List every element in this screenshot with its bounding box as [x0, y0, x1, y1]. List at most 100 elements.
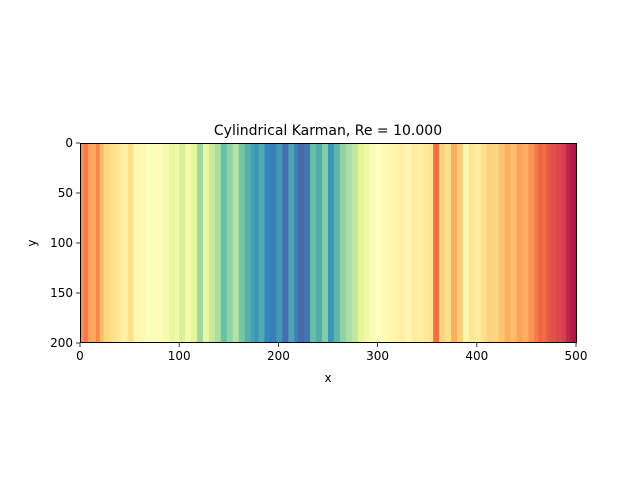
heatmap-column: [333, 143, 341, 343]
heatmap-column: [375, 143, 382, 343]
heatmap-column: [175, 143, 180, 343]
heatmap-column: [439, 143, 446, 343]
heatmap-column: [339, 143, 347, 343]
x-tick-label: 200: [267, 349, 290, 363]
heatmap-column: [95, 143, 101, 343]
heatmap-column: [258, 143, 265, 343]
heatmap-column: [232, 143, 240, 343]
heatmap-column: [179, 143, 186, 343]
x-axis-label: x: [324, 371, 331, 385]
heatmap-column: [492, 143, 500, 343]
heatmap-column: [574, 143, 577, 343]
heatmap-column: [298, 143, 305, 343]
heatmap-column: [133, 143, 140, 343]
heatmap-column: [516, 143, 523, 343]
heatmap-column: [244, 143, 252, 343]
heatmap-column: [109, 143, 117, 343]
heatmap-column: [468, 143, 476, 343]
heatmap-column: [316, 143, 323, 343]
heatmap-column: [542, 143, 547, 343]
heatmap-column: [474, 143, 482, 343]
heatmap-column: [310, 143, 317, 343]
heatmap-column: [264, 143, 271, 343]
heatmap-column: [486, 143, 494, 343]
chart-title: Cylindrical Karman, Re = 10.000: [214, 123, 442, 139]
heatmap-column: [103, 143, 111, 343]
heatmap-column: [550, 143, 557, 343]
heatmap-column: [328, 143, 335, 343]
heatmap-column: [351, 143, 359, 343]
heatmap-column: [369, 143, 377, 343]
heatmap-column: [115, 143, 123, 343]
x-tick-label: 0: [76, 349, 84, 363]
heatmap-column: [381, 143, 388, 343]
heatmap-column: [157, 143, 164, 343]
heatmap-column: [238, 143, 246, 343]
heatmap-column: [226, 143, 234, 343]
heatmap-column: [570, 143, 575, 343]
heatmap-column: [83, 143, 89, 343]
x-tick-label: 500: [565, 349, 588, 363]
x-tick-label: 100: [168, 349, 191, 363]
heatmap-column: [357, 143, 365, 343]
heatmap-column: [562, 143, 567, 343]
heatmap-column: [522, 143, 529, 343]
heatmap-column: [163, 143, 170, 343]
heatmap-column: [510, 143, 517, 343]
heatmap-column: [429, 143, 434, 343]
heatmap-column: [534, 143, 539, 343]
heatmap-column: [220, 143, 228, 343]
heatmap-column: [254, 143, 259, 343]
heatmap-column: [288, 143, 295, 343]
y-tick-label: 50: [58, 186, 73, 200]
heatmap-column: [214, 143, 222, 343]
heatmap-column: [405, 143, 412, 343]
heatmap-column: [417, 143, 424, 343]
heatmap-column: [282, 143, 289, 343]
heatmap-column: [538, 143, 543, 343]
heatmap-column: [197, 143, 204, 343]
x-tick-label: 300: [366, 349, 389, 363]
heatmap-column: [270, 143, 277, 343]
heatmap-column: [139, 143, 146, 343]
heatmap-column: [322, 143, 329, 343]
heatmap-column: [393, 143, 400, 343]
heatmap-column: [433, 143, 440, 343]
heatmap-column: [121, 143, 129, 343]
heatmap-column: [250, 143, 255, 343]
heatmap-column: [363, 143, 371, 343]
heatmap-column: [546, 143, 551, 343]
y-tick-label: 200: [50, 336, 73, 350]
heatmap-column: [294, 143, 299, 343]
heatmap-column: [556, 143, 563, 343]
heatmap-column: [462, 143, 470, 343]
y-tick-label: 100: [50, 236, 73, 250]
x-tick-label: 400: [465, 349, 488, 363]
x-axis: 0 100 200 300 400 500: [76, 343, 587, 363]
heatmap-column: [345, 143, 353, 343]
axes-frame: [80, 143, 577, 343]
heatmap-column: [208, 143, 216, 343]
heatmap-column: [411, 143, 418, 343]
heatmap-column: [169, 143, 176, 343]
heatmap-column: [145, 143, 152, 343]
y-axis-label: y: [25, 239, 39, 246]
heatmap-column: [399, 143, 406, 343]
heatmap-column: [451, 143, 458, 343]
heatmap-column: [91, 143, 97, 343]
heatmap-column: [185, 143, 192, 343]
heatmap-column: [276, 143, 283, 343]
y-axis: 0 50 100 150 200: [50, 136, 80, 350]
heatmap-column: [504, 143, 511, 343]
y-tick-label: 150: [50, 286, 73, 300]
heatmap-column: [203, 143, 210, 343]
heatmap-column: [566, 143, 571, 343]
heatmap-column: [191, 143, 198, 343]
heatmap-column: [456, 143, 464, 343]
heatmap-column: [423, 143, 430, 343]
heatmap-columns: [80, 143, 577, 343]
heatmap-column: [87, 143, 93, 343]
heatmap-column: [151, 143, 158, 343]
heatmap-column: [80, 143, 85, 343]
